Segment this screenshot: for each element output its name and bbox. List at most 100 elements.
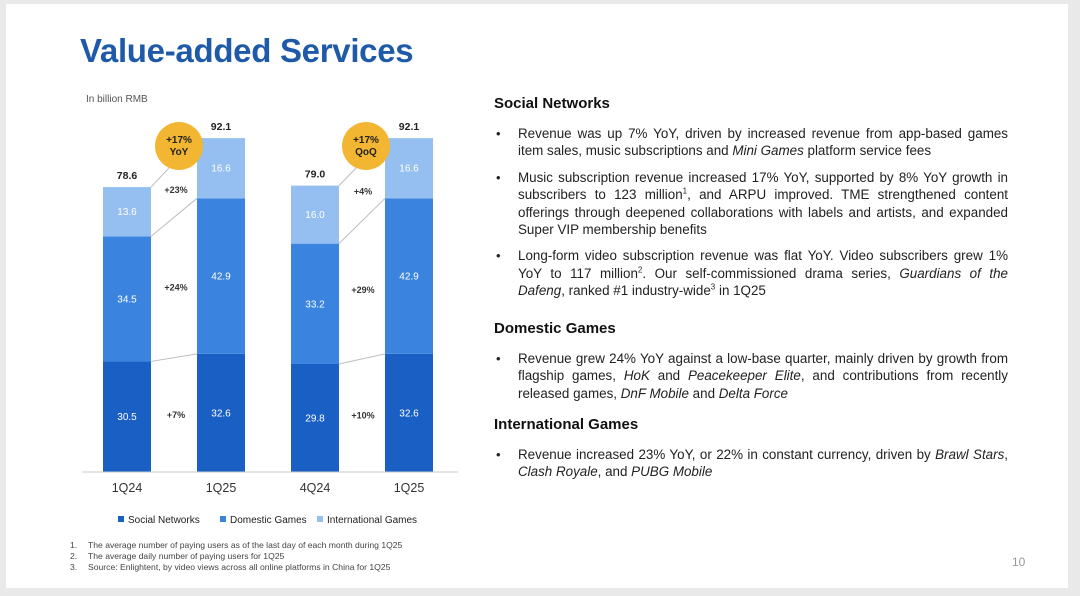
italic-text: HoK: [623, 368, 650, 384]
bullet-text: , ranked #1 industry-wide: [561, 283, 711, 299]
connector-line: [150, 197, 198, 237]
bar-segment: [197, 353, 245, 472]
section-bullet-list: Revenue increased 23% YoY, or 22% in con…: [494, 446, 1008, 490]
footnote-text: Source: Enlightent, by video views acros…: [88, 562, 391, 572]
legend-swatch: [317, 516, 323, 522]
bar-total-label: 79.0: [305, 169, 326, 181]
footnote: 1. The average number of paying users as …: [70, 540, 402, 550]
bar-segment: [291, 243, 339, 364]
section-heading: Domestic Games: [494, 320, 616, 337]
connector-line: [338, 197, 386, 244]
chart-unit-label: In billion RMB: [86, 94, 148, 105]
italic-text: PUBG Mobile: [631, 464, 713, 480]
legend-label: Domestic Games: [230, 515, 307, 526]
section-heading: International Games: [494, 416, 639, 433]
bullet-text: , and ARPU improved. TME strengthened co…: [518, 187, 1008, 238]
x-tick-label: 1Q24: [112, 481, 143, 495]
growth-badge: [155, 122, 203, 170]
footnote-text: The average number of paying users as of…: [88, 540, 403, 550]
bullet-item: Revenue increased 23% YoY, or 22% in con…: [494, 446, 1008, 481]
badge-percent: +17%: [166, 135, 192, 146]
connector-line: [338, 353, 386, 365]
footnote-ref: 1: [682, 186, 688, 196]
page-title: Value-added Services: [80, 32, 414, 69]
bullet-text: and: [688, 385, 719, 401]
bar-value-label: 30.5: [117, 412, 137, 423]
bar-segment: [103, 236, 151, 362]
bar-total-label: 78.6: [117, 170, 138, 182]
x-tick-label: 1Q25: [394, 481, 425, 495]
bar-total-label: 92.1: [399, 121, 420, 133]
italic-text: Clash Royale: [518, 464, 598, 480]
growth-label: +29%: [351, 285, 374, 295]
bar-value-label: 16.6: [211, 164, 231, 175]
italic-text: Mini Games: [732, 143, 804, 159]
page-number: 10: [1012, 555, 1026, 569]
bar-value-label: 13.6: [117, 207, 137, 218]
bar-segment: [103, 361, 151, 472]
bar-value-label: 16.0: [305, 210, 325, 221]
bullet-text: Revenue was up 7% YoY, driven by increas…: [518, 126, 1008, 159]
italic-text: Peacekeeper Elite: [687, 368, 801, 384]
bar-segment: [385, 138, 433, 199]
footnote-number: 2.: [70, 551, 78, 561]
badge-period: QoQ: [355, 147, 377, 158]
bullet-text: in 1Q25: [715, 283, 766, 299]
footnote-number: 1.: [70, 540, 78, 550]
connector-line: [150, 353, 198, 362]
slide: Value-added Services In billion RMB 30.5…: [6, 4, 1068, 588]
footnote-number: 3.: [70, 562, 78, 572]
bar-segment: [103, 187, 151, 237]
bar-segment: [197, 138, 245, 199]
footnote-ref: 3: [710, 282, 716, 292]
growth-label: +23%: [164, 185, 187, 195]
italic-text: Brawl Stars: [935, 447, 1005, 462]
bullet-text: , and contributions from recently releas…: [518, 368, 1008, 401]
bullet-item: Long-form video subscription revenue was…: [494, 247, 1008, 299]
section-bullet-list: Revenue grew 24% YoY against a low-base …: [494, 350, 1008, 411]
bullet-text: Revenue grew 24% YoY against a low-base …: [518, 351, 1008, 384]
bar-value-label: 32.6: [211, 408, 231, 419]
growth-badge: [342, 122, 390, 170]
bullet-text: . Our self-commissioned drama series,: [642, 265, 900, 281]
section-bullet-list: Revenue was up 7% YoY, driven by increas…: [494, 125, 1008, 309]
bar-segment: [197, 198, 245, 354]
bar-value-label: 34.5: [117, 294, 137, 305]
bar-value-label: 42.9: [399, 272, 419, 283]
italic-text: Delta Force: [718, 385, 788, 401]
bar-value-label: 32.6: [399, 408, 419, 419]
bullet-text: Long-form video subscription revenue was…: [518, 248, 1008, 281]
x-tick-label: 4Q24: [300, 481, 331, 495]
section-heading: Social Networks: [494, 95, 610, 112]
bar-value-label: 16.6: [399, 164, 419, 175]
growth-label: +4%: [354, 186, 372, 196]
badge-period: YoY: [170, 147, 189, 158]
legend-swatch: [220, 516, 226, 522]
bullet-item: Music subscription revenue increased 17%…: [494, 169, 1008, 239]
bar-segment: [291, 363, 339, 472]
legend-swatch: [118, 516, 124, 522]
bullet-text: and: [649, 368, 688, 384]
bar-total-label: 92.1: [211, 121, 232, 133]
bar-value-label: 29.8: [305, 413, 325, 424]
bar-value-label: 33.2: [305, 299, 325, 310]
bar-value-label: 42.9: [211, 272, 231, 283]
bullet-item: Revenue grew 24% YoY against a low-base …: [494, 350, 1008, 402]
italic-text: Guardians of the Dafeng: [518, 265, 1008, 299]
x-tick-label: 1Q25: [206, 481, 237, 495]
footnote-ref: 2: [637, 265, 643, 275]
legend-label: Social Networks: [128, 515, 200, 526]
bullet-text: , and: [597, 464, 632, 480]
italic-text: DnF Mobile: [620, 385, 689, 401]
growth-label: +7%: [167, 410, 185, 420]
bar-segment: [385, 353, 433, 472]
bullet-text: ,: [1004, 447, 1008, 462]
badge-percent: +17%: [353, 135, 379, 146]
legend-label: International Games: [327, 515, 417, 526]
bullet-item: Revenue was up 7% YoY, driven by increas…: [494, 125, 1008, 160]
bullet-text: Music subscription revenue increased 17%…: [518, 169, 1008, 203]
bullet-text: Revenue increased 23% YoY, or 22% in con…: [518, 447, 936, 462]
stacked-bar-chart: 30.5 34.5 13.6 78.6 1Q24 32.6 42.9 16.6 92.1 1Q25…: [82, 121, 458, 526]
growth-label: +24%: [164, 282, 187, 292]
footnote-text: The average daily number of paying users…: [88, 551, 285, 561]
